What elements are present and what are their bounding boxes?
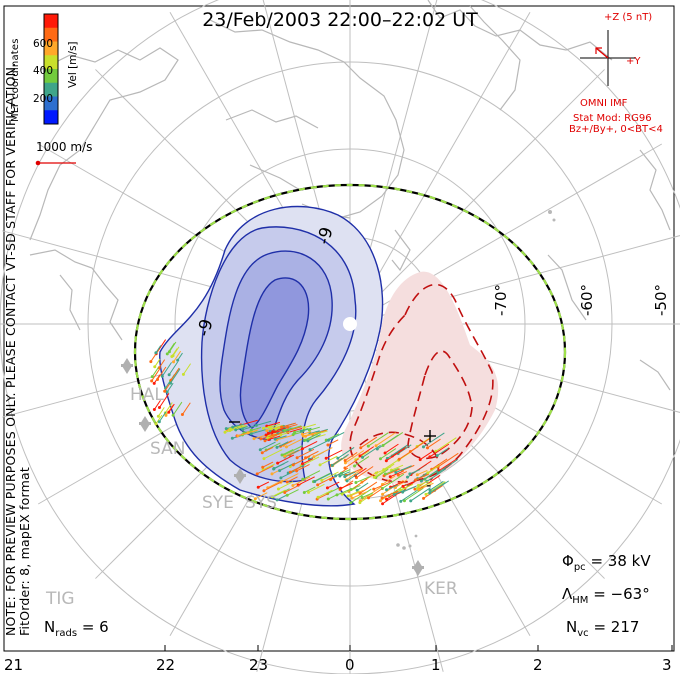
phi-value: = 38 kV xyxy=(590,552,651,570)
imf-source: OMNI IMF xyxy=(580,98,628,109)
coordinate-system-label: MLT coordinates xyxy=(10,38,21,122)
mlt-label-23: 23 xyxy=(249,656,269,674)
mlt-label-22: 22 xyxy=(156,656,176,674)
station-label-tig: TIG xyxy=(45,589,75,609)
colorbar-block xyxy=(44,69,58,84)
station-labels: HAL SAN SYE SYS KER TIG xyxy=(45,385,458,609)
mlt-label-2: 2 xyxy=(533,656,543,674)
velocity-colorbar xyxy=(43,13,59,125)
nrads-value: = 6 xyxy=(81,618,109,636)
colorbar-block xyxy=(44,55,58,70)
mlt-label-3: 3 xyxy=(662,656,672,674)
station-label-sys: SYS xyxy=(245,493,277,513)
potential-max-marker xyxy=(424,430,436,442)
contour-label-3: - xyxy=(426,476,431,494)
colorbar-tick-200: 200 xyxy=(33,93,53,105)
cross-polar-potential: Φpc = 38 kV xyxy=(562,552,651,573)
latitude-label-60: -60° xyxy=(578,284,596,316)
colorbar-block xyxy=(44,41,58,56)
nvc-value: = 217 xyxy=(593,618,640,636)
lambda-symbol: Λ xyxy=(562,585,573,603)
imf-model: Stat Mod: RG96 xyxy=(573,113,652,124)
colorbar-tick-600: 600 xyxy=(33,38,53,50)
mlt-label-1: 1 xyxy=(431,656,441,674)
phi-subscript: pc xyxy=(573,562,586,573)
mlt-label-0: 0 xyxy=(345,656,355,674)
contour-label-2: -9 xyxy=(194,317,218,339)
reference-vector xyxy=(35,160,76,166)
lambda-value: = −63° xyxy=(593,585,650,603)
islands xyxy=(396,210,556,550)
latitude-label-50: -50° xyxy=(652,284,670,316)
latitude-label-70: -70° xyxy=(492,284,510,316)
map-title: 23/Feb/2003 22:00–22:02 UT xyxy=(202,9,478,31)
hmb-boundary xyxy=(133,183,567,521)
station-markers xyxy=(121,358,424,576)
mlt-label-21: 21 xyxy=(4,656,24,674)
plot-frame xyxy=(3,5,675,652)
mlt-tick-marks xyxy=(3,645,673,651)
colorbar-block xyxy=(44,110,58,125)
nrads-symbol: N xyxy=(44,618,56,636)
contour-label-1: -9 xyxy=(314,225,338,247)
preview-note: NOTE: FOR PREVIEW PURPOSES ONLY. PLEASE … xyxy=(3,62,18,636)
imf-z-label: +Z (5 nT) xyxy=(604,12,653,23)
station-label-san: SAN xyxy=(150,439,185,459)
colorbar-block xyxy=(44,96,58,111)
colorbar-label: Vel [m/s] xyxy=(67,41,79,88)
colorbar-block xyxy=(44,14,58,29)
station-label-ker: KER xyxy=(424,579,458,599)
radar-count: Nrads = 6 xyxy=(44,618,109,639)
positive-potential-cell xyxy=(341,271,499,485)
station-label-hal: HAL xyxy=(130,385,164,405)
imf-condition: Bz+/By+, 0<BT<4 xyxy=(569,124,663,135)
hm-boundary-latitude: ΛHM = −63° xyxy=(562,585,650,606)
colorbar-block xyxy=(44,27,58,42)
velocity-vectors xyxy=(149,339,459,506)
pole-dot xyxy=(343,317,357,331)
nrads-subscript: rads xyxy=(55,628,78,639)
nvc-subscript: vc xyxy=(577,628,589,639)
imf-y-label: +Y xyxy=(626,56,641,67)
nvc-symbol: N xyxy=(566,618,578,636)
phi-symbol: Φ xyxy=(562,552,574,570)
station-label-sye: SYE xyxy=(202,493,234,513)
colorbar-tick-400: 400 xyxy=(33,65,53,77)
colorbar-ticks: 600 400 200 xyxy=(33,38,53,105)
fit-order-note: FitOrder: 8, mapEX format xyxy=(17,467,32,636)
vector-count: Nvc = 217 xyxy=(566,618,639,639)
colorbar-block xyxy=(44,82,58,97)
reference-vector-label: 1000 m/s xyxy=(36,140,92,154)
imf-clock-dial xyxy=(580,30,636,86)
lambda-subscript: HM xyxy=(572,595,589,606)
